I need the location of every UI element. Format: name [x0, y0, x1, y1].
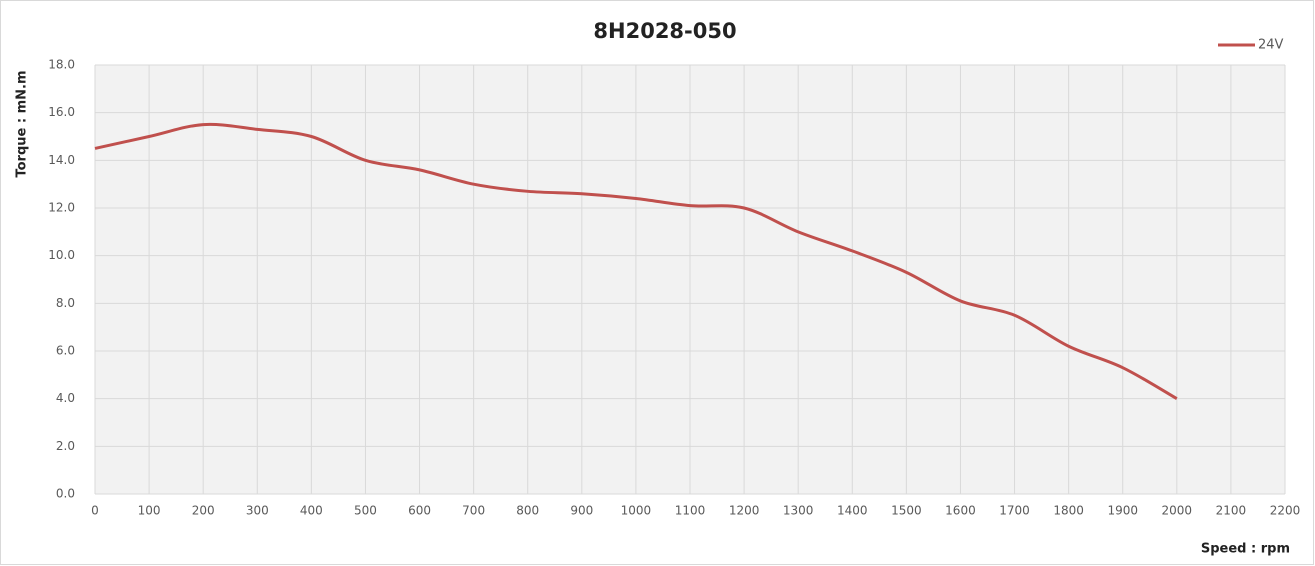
x-tick-label: 900 — [570, 504, 593, 518]
y-tick-label: 2.0 — [56, 439, 75, 453]
x-axis-label: Speed : rpm — [1201, 542, 1290, 557]
y-tick-label: 0.0 — [56, 487, 75, 501]
y-tick-label: 14.0 — [48, 153, 75, 167]
x-tick-label: 700 — [462, 504, 485, 518]
y-axis-label: Torque : mN.m — [15, 70, 30, 177]
x-tick-label: 1200 — [729, 504, 760, 518]
x-tick-label: 1900 — [1107, 504, 1138, 518]
x-tick-label: 1400 — [837, 504, 868, 518]
x-tick-label: 1300 — [783, 504, 814, 518]
y-tick-label: 10.0 — [48, 248, 75, 262]
data-line — [94, 122, 1178, 400]
y-tick-label: 18.0 — [48, 58, 75, 72]
x-tick-label: 600 — [408, 504, 431, 518]
x-tick-label: 1600 — [945, 504, 976, 518]
chart-title: 8H2028-050 — [593, 19, 736, 43]
x-tick-label: 300 — [246, 504, 269, 518]
x-tick-label: 2200 — [1270, 504, 1301, 518]
x-tick-label: 1700 — [999, 504, 1030, 518]
x-tick-label: 1000 — [621, 504, 652, 518]
y-tick-label: 4.0 — [56, 391, 75, 405]
x-tick-label: 100 — [138, 504, 161, 518]
x-tick-label: 1100 — [675, 504, 706, 518]
x-tick-label: 0 — [91, 504, 99, 518]
x-tick-label: 800 — [516, 504, 539, 518]
y-tick-label: 8.0 — [56, 296, 75, 310]
y-tick-label: 12.0 — [48, 201, 75, 215]
legend-label: 24V — [1258, 38, 1284, 53]
x-tick-label: 1800 — [1053, 504, 1084, 518]
y-tick-label: 6.0 — [56, 344, 75, 358]
x-tick-label: 1500 — [891, 504, 922, 518]
x-tick-label: 400 — [300, 504, 323, 518]
x-tick-label: 2100 — [1216, 504, 1247, 518]
x-tick-label: 500 — [354, 504, 377, 518]
x-tick-label: 200 — [192, 504, 215, 518]
x-tick-label: 2000 — [1162, 504, 1193, 518]
y-tick-label: 16.0 — [48, 105, 75, 119]
